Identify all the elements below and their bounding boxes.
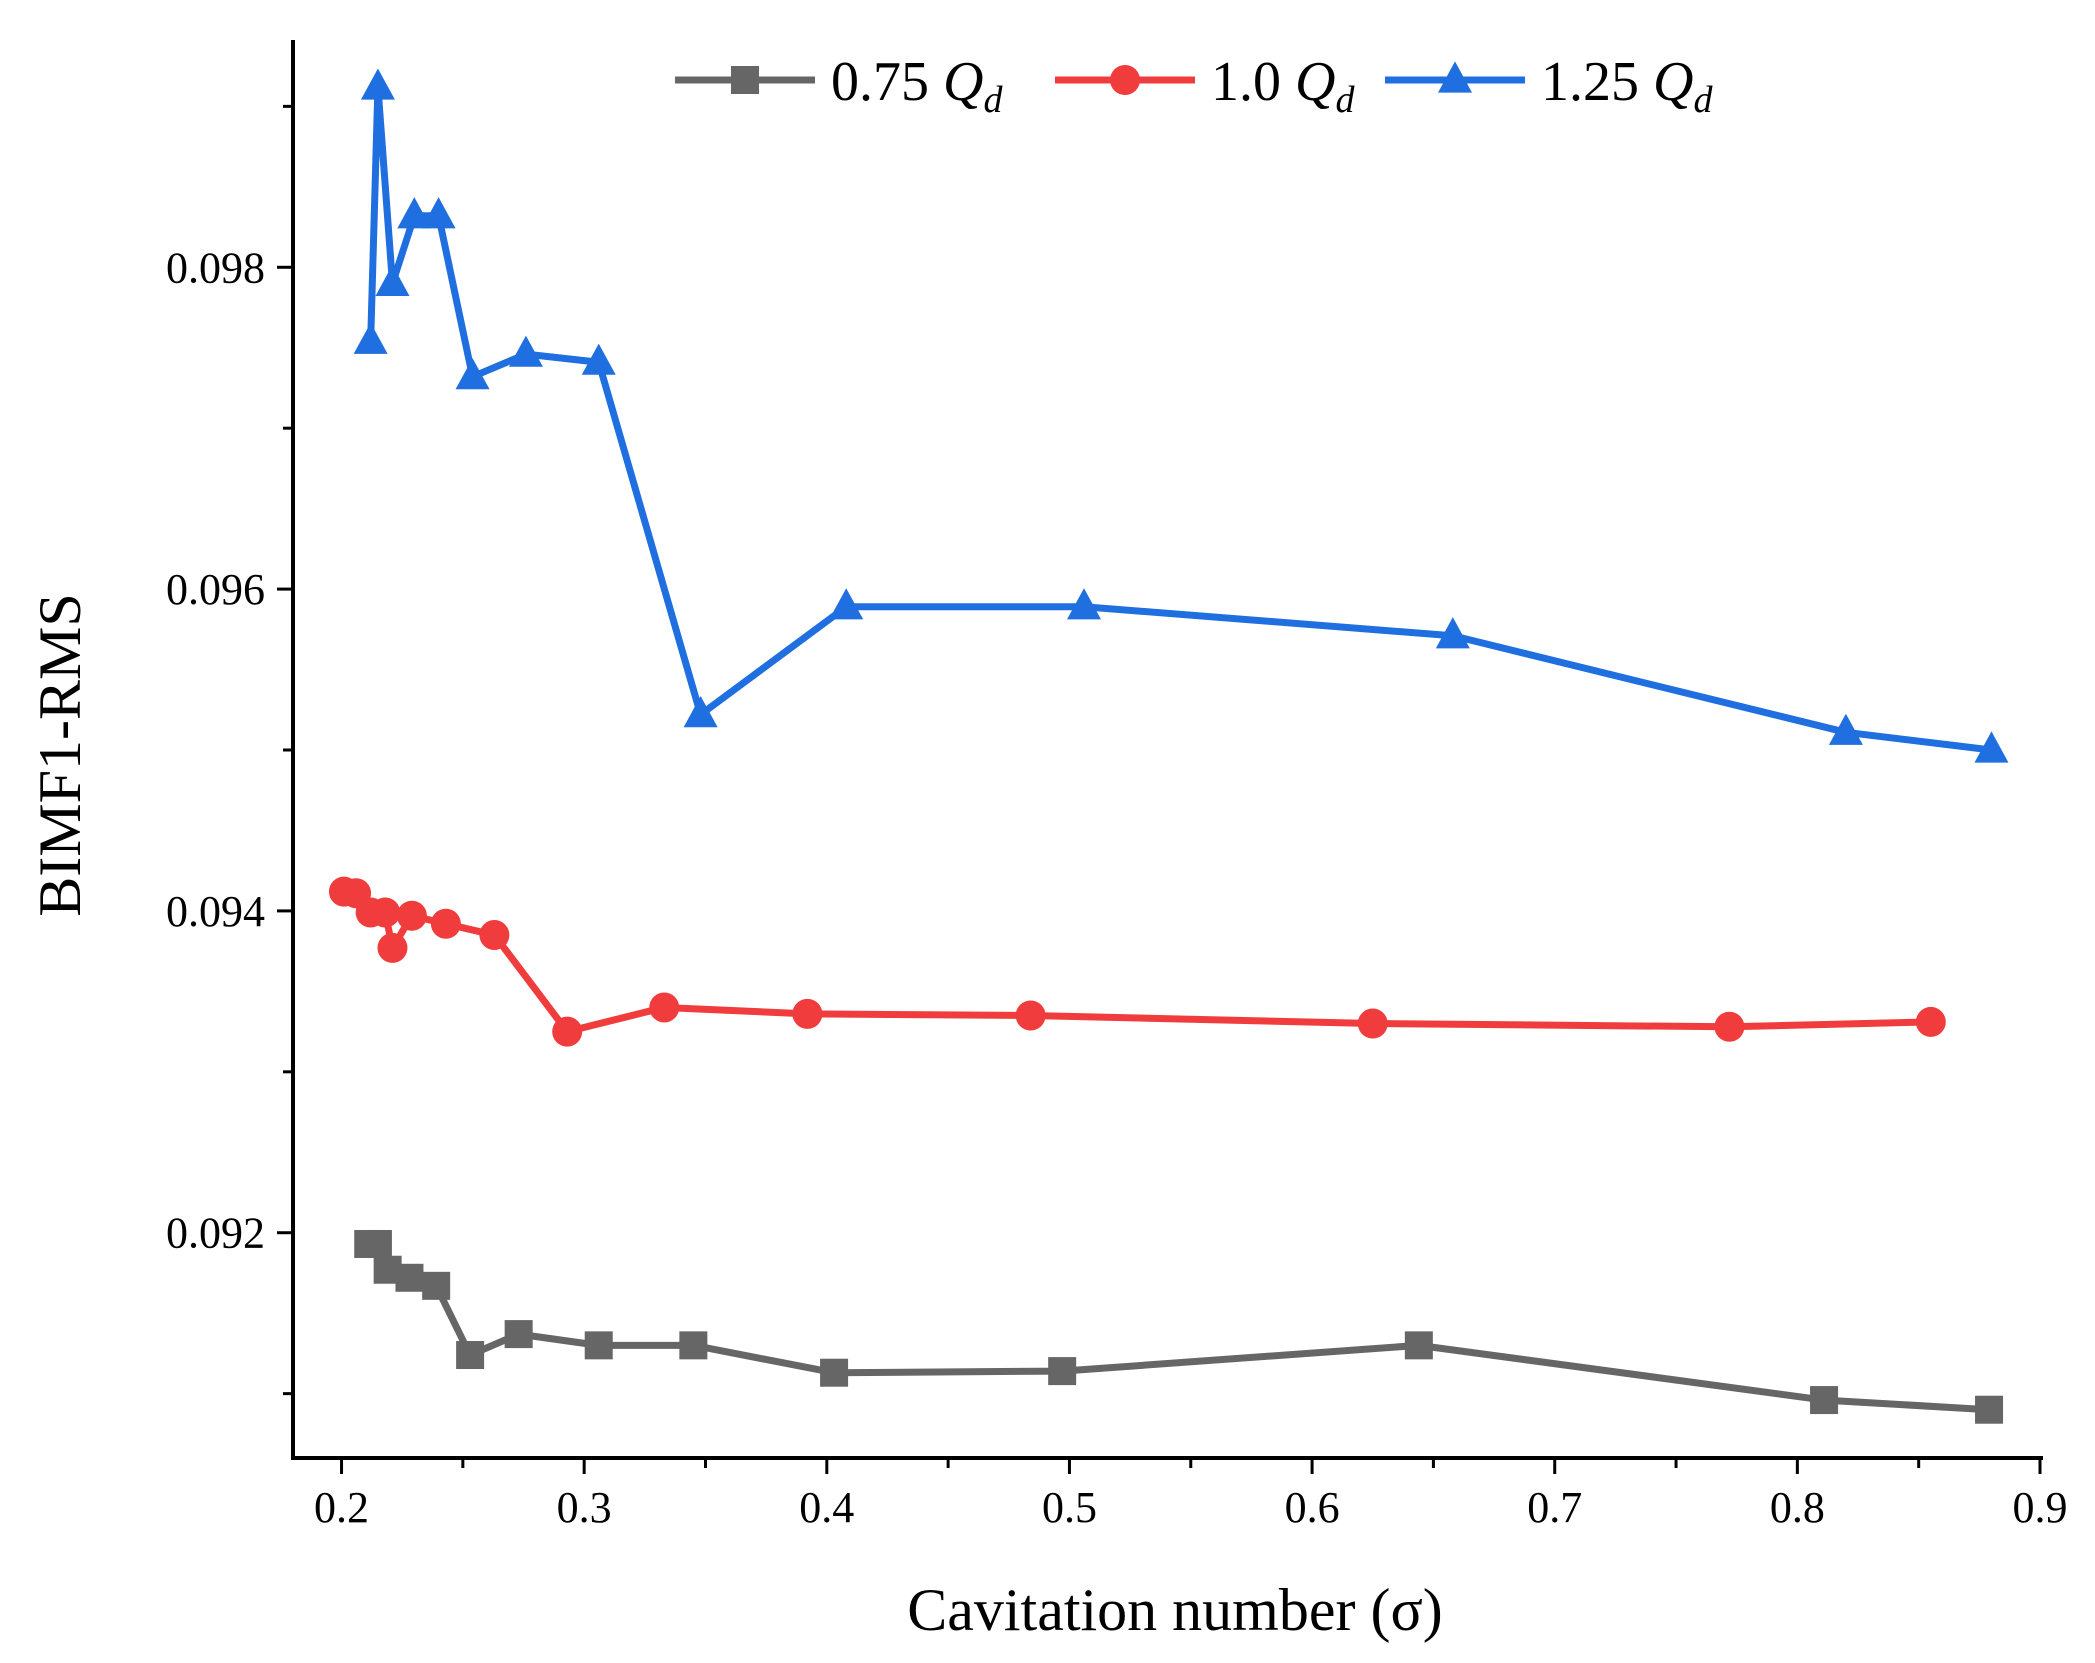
series-line [367, 83, 1992, 754]
data-point [504, 1320, 533, 1349]
data-point [649, 992, 680, 1023]
x-tick-label: 0.6 [1285, 1483, 1340, 1532]
y-tick-label: 0.092 [166, 1209, 265, 1258]
data-point [422, 1271, 451, 1300]
x-tick-label: 0.3 [557, 1483, 612, 1532]
data-point [1975, 1395, 2004, 1424]
series-0 [354, 1229, 2004, 1424]
x-tick-label: 0.9 [2013, 1483, 2068, 1532]
data-point [370, 897, 401, 928]
data-point [363, 1229, 392, 1258]
data-point [829, 588, 864, 620]
data-point [395, 1263, 424, 1292]
data-point [820, 1358, 849, 1387]
y-tick-label: 0.096 [166, 565, 265, 614]
data-point [455, 358, 490, 390]
legend-label-q: Q [1295, 51, 1335, 113]
y-axis-title: BIMF1-RMS [27, 593, 93, 916]
x-tick-label: 0.7 [1527, 1483, 1582, 1532]
legend-label: 1.25 Qd [1541, 51, 1713, 121]
data-point [1828, 713, 1863, 745]
x-tick-label: 0.4 [799, 1483, 854, 1532]
data-point [552, 1016, 583, 1047]
legend-label-q: Q [943, 51, 983, 113]
x-tick-label: 0.8 [1770, 1483, 1825, 1532]
data-point [584, 1331, 613, 1360]
data-point [1404, 1331, 1433, 1360]
data-point [1357, 1008, 1388, 1039]
series-line [368, 1240, 1990, 1414]
x-ticks: 0.2 0.3 0.4 0.5 0.6 0.7 0.8 0.9 [314, 1458, 2068, 1532]
legend-item-1: 1.0 Qd [1055, 51, 1355, 121]
data-point [1915, 1006, 1946, 1037]
legend-label-value: 0.75 [831, 51, 943, 113]
legend-label-q: Q [1653, 51, 1693, 113]
x-tick-label: 0.2 [314, 1483, 369, 1532]
series-line [343, 888, 1931, 1036]
data-point [508, 335, 543, 367]
plot-frame [291, 40, 2043, 1460]
data-point [581, 343, 616, 375]
series-2 [353, 68, 2009, 763]
data-point [375, 264, 410, 296]
data-point [430, 908, 461, 939]
legend-label-value: 1.0 [1211, 51, 1295, 113]
data-point [377, 932, 408, 963]
data-point [1714, 1011, 1745, 1042]
x-axis-title: Cavitation number (σ) [907, 1577, 1443, 1643]
data-point [396, 900, 427, 931]
series-layer [328, 68, 2009, 1424]
data-point [479, 920, 510, 951]
legend-item-2: 1.25 Qd [1385, 51, 1713, 121]
legend-label-subscript: d [1693, 79, 1713, 121]
legend-item-0: 0.75 Qd [675, 51, 1003, 121]
data-point [353, 322, 388, 354]
y-tick-label: 0.098 [166, 243, 265, 292]
data-point [360, 68, 395, 100]
data-point [421, 197, 456, 229]
legend-label: 0.75 Qd [831, 51, 1003, 121]
y-ticks: 0.092 0.094 0.096 0.098 [166, 104, 293, 1396]
data-point [1810, 1386, 1839, 1415]
legend-swatch-marker [1110, 65, 1140, 95]
data-point [1974, 731, 2009, 763]
data-point [683, 696, 718, 728]
legend-swatch-marker [731, 66, 759, 94]
data-point [456, 1341, 485, 1370]
series-1 [328, 876, 1946, 1047]
data-point [1048, 1357, 1077, 1386]
legend-label-subscript: d [983, 79, 1003, 121]
x-tick-label: 0.5 [1042, 1483, 1097, 1532]
data-point [397, 197, 432, 229]
legend-label-subscript: d [1335, 79, 1355, 121]
data-point [792, 998, 823, 1029]
data-point [1435, 617, 1470, 649]
legend-swatch-marker [1438, 61, 1472, 93]
legend-label-value: 1.25 [1541, 51, 1653, 113]
legend-label: 1.0 Qd [1211, 51, 1355, 121]
data-point [1067, 588, 1102, 620]
data-point [1015, 1000, 1046, 1031]
data-point [679, 1331, 708, 1360]
legend: 0.75 Qd 1.0 Qd 1.25 Qd [675, 51, 1713, 121]
y-tick-label: 0.094 [166, 887, 265, 936]
